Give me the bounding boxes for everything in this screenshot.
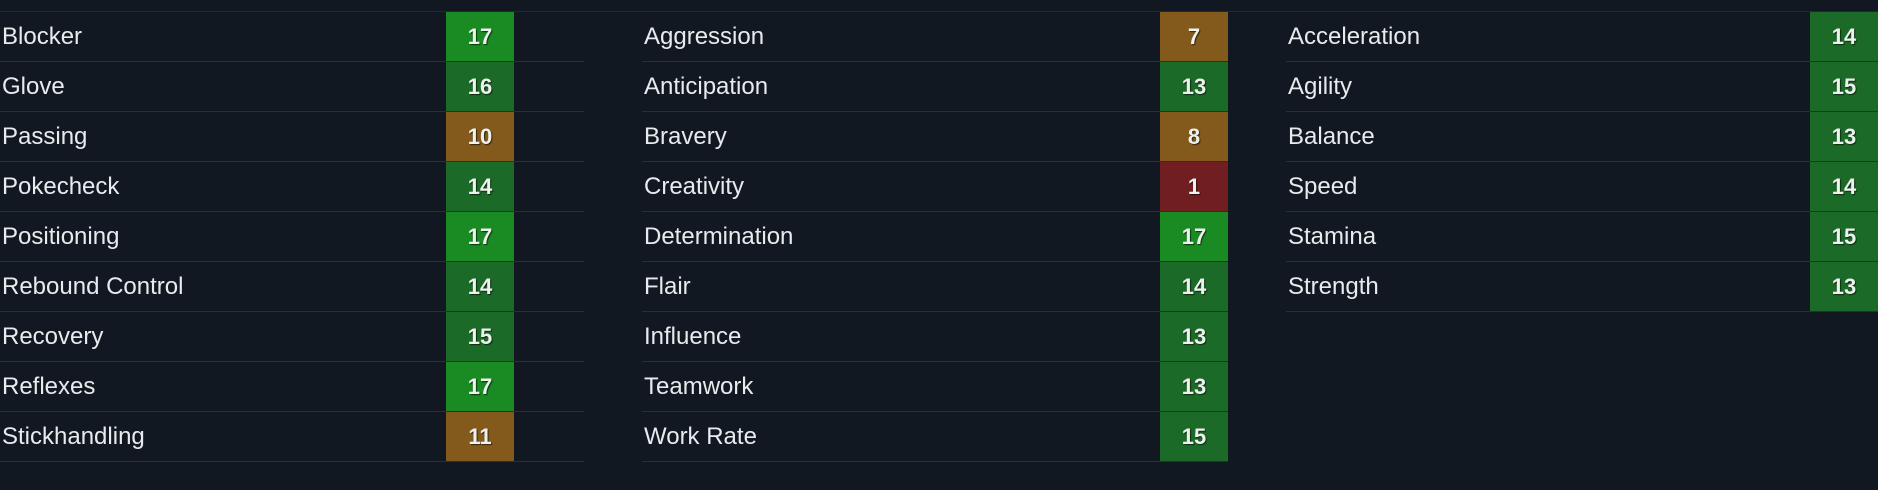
- attribute-row[interactable]: Pokecheck 14: [0, 162, 584, 212]
- attribute-name: Acceleration: [1288, 22, 1421, 50]
- attribute-name: Aggression: [644, 22, 765, 50]
- top-divider: [0, 11, 1878, 12]
- section-header-fragment: [1318, 0, 1340, 6]
- attribute-name: Passing: [2, 122, 88, 150]
- attribute-value-badge: 14: [1160, 262, 1228, 311]
- attribute-row[interactable]: Determination 17: [642, 212, 1228, 262]
- attribute-name: Anticipation: [644, 72, 769, 100]
- attribute-value-badge: 7: [1160, 12, 1228, 61]
- attribute-row[interactable]: Stickhandling 11: [0, 412, 584, 462]
- attribute-row[interactable]: Blocker 17: [0, 12, 584, 62]
- attribute-row[interactable]: Bravery 8: [642, 112, 1228, 162]
- attribute-name: Determination: [644, 222, 794, 250]
- attribute-value-badge: 16: [446, 62, 514, 111]
- attribute-value-badge: 10: [446, 112, 514, 161]
- attribute-value-badge: 13: [1810, 112, 1878, 161]
- attribute-row[interactable]: Balance 13: [1286, 112, 1878, 162]
- attribute-value-badge: 17: [446, 362, 514, 411]
- attribute-row[interactable]: Rebound Control 14: [0, 262, 584, 312]
- attribute-name: Teamwork: [644, 372, 754, 400]
- attribute-row[interactable]: Teamwork 13: [642, 362, 1228, 412]
- attribute-name: Rebound Control: [2, 272, 184, 300]
- attribute-row[interactable]: Anticipation 13: [642, 62, 1228, 112]
- attribute-value-badge: 15: [1810, 62, 1878, 111]
- attribute-value-badge: 15: [1810, 212, 1878, 261]
- attribute-value-badge: 13: [1160, 62, 1228, 111]
- attribute-name: Creativity: [644, 172, 745, 200]
- attribute-row[interactable]: Influence 13: [642, 312, 1228, 362]
- attribute-name: Flair: [644, 272, 691, 300]
- attribute-name: Glove: [2, 72, 65, 100]
- attribute-name: Blocker: [2, 22, 83, 50]
- attribute-value-badge: 17: [1160, 212, 1228, 261]
- attribute-value-badge: 14: [1810, 162, 1878, 211]
- attribute-row[interactable]: Flair 14: [642, 262, 1228, 312]
- attribute-value-badge: 15: [1160, 412, 1228, 461]
- attribute-value-badge: 14: [446, 262, 514, 311]
- attribute-row[interactable]: Reflexes 17: [0, 362, 584, 412]
- attribute-name: Stamina: [1288, 222, 1377, 250]
- attribute-row[interactable]: Creativity 1: [642, 162, 1228, 212]
- attribute-name: Reflexes: [2, 372, 96, 400]
- attribute-name: Work Rate: [644, 422, 757, 450]
- attribute-name: Speed: [1288, 172, 1358, 200]
- attribute-value-badge: 17: [446, 212, 514, 261]
- attribute-value-badge: 17: [446, 12, 514, 61]
- attribute-name: Positioning: [2, 222, 120, 250]
- attribute-row[interactable]: Acceleration 14: [1286, 12, 1878, 62]
- attribute-row[interactable]: Aggression 7: [642, 12, 1228, 62]
- attribute-name: Balance: [1288, 122, 1375, 150]
- attribute-value-badge: 13: [1160, 362, 1228, 411]
- attribute-row[interactable]: Speed 14: [1286, 162, 1878, 212]
- mental-attributes-column: Aggression 7 Anticipation 13 Bravery 8 Creativ…: [642, 12, 1228, 462]
- attribute-value-badge: 11: [446, 412, 514, 461]
- attribute-value-badge: 13: [1160, 312, 1228, 361]
- attribute-value-badge: 1: [1160, 162, 1228, 211]
- attribute-name: Pokecheck: [2, 172, 120, 200]
- attribute-row[interactable]: Recovery 15: [0, 312, 584, 362]
- attribute-name: Influence: [644, 322, 742, 350]
- attribute-value-badge: 8: [1160, 112, 1228, 161]
- attribute-name: Agility: [1288, 72, 1353, 100]
- attribute-value-badge: 13: [1810, 262, 1878, 311]
- attribute-row[interactable]: Work Rate 15: [642, 412, 1228, 462]
- attribute-row[interactable]: Positioning 17: [0, 212, 584, 262]
- attribute-row[interactable]: Passing 10: [0, 112, 584, 162]
- attribute-name: Bravery: [644, 122, 727, 150]
- technical-attributes-column: Blocker 17 Glove 16 Passing 10 Pokecheck 14 Posi…: [0, 12, 584, 462]
- attribute-name: Recovery: [2, 322, 104, 350]
- attribute-value-badge: 14: [446, 162, 514, 211]
- physical-attributes-column: Acceleration 14 Agility 15 Balance 13 Speed 14 S…: [1286, 12, 1878, 312]
- attribute-value-badge: 15: [446, 312, 514, 361]
- attribute-name: Strength: [1288, 272, 1379, 300]
- attribute-row[interactable]: Agility 15: [1286, 62, 1878, 112]
- attribute-row[interactable]: Strength 13: [1286, 262, 1878, 312]
- attribute-row[interactable]: Stamina 15: [1286, 212, 1878, 262]
- attribute-row[interactable]: Glove 16: [0, 62, 584, 112]
- attribute-name: Stickhandling: [2, 422, 145, 450]
- attribute-value-badge: 14: [1810, 12, 1878, 61]
